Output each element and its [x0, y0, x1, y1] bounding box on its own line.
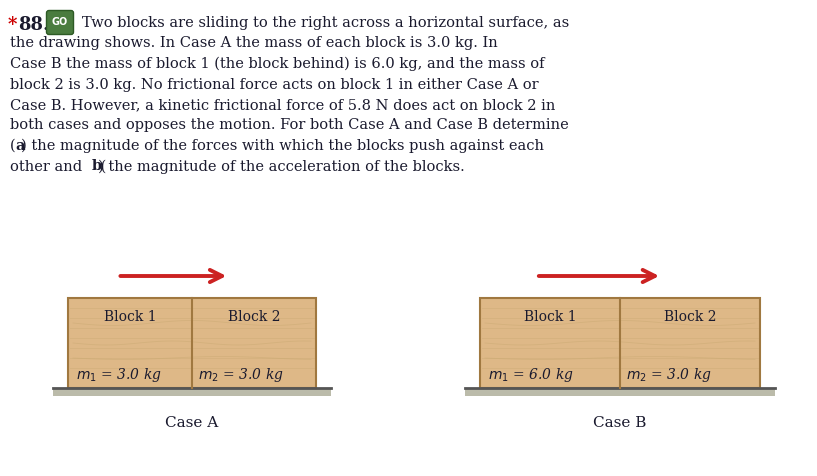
Text: Block 1: Block 1 [524, 310, 576, 324]
Text: both cases and opposes the motion. For both Case A and Case B determine: both cases and opposes the motion. For b… [10, 119, 569, 132]
Text: b: b [92, 159, 102, 173]
Text: GO: GO [51, 17, 68, 27]
FancyBboxPatch shape [465, 388, 775, 396]
Text: Case B. However, a kinetic frictional force of 5.8 N does act on block 2 in: Case B. However, a kinetic frictional fo… [10, 98, 556, 112]
FancyBboxPatch shape [53, 388, 331, 396]
Bar [68, 298, 316, 388]
Text: 88.: 88. [18, 16, 49, 34]
Text: Block 2: Block 2 [228, 310, 280, 324]
Text: Case A: Case A [165, 416, 219, 430]
Text: Case B: Case B [593, 416, 647, 430]
Text: *: * [8, 16, 17, 34]
Text: $m_1$ = 3.0 kg: $m_1$ = 3.0 kg [76, 366, 162, 384]
Text: $m_1$ = 6.0 kg: $m_1$ = 6.0 kg [488, 366, 574, 384]
Text: Block 2: Block 2 [663, 310, 717, 324]
Text: block 2 is 3.0 kg. No frictional force acts on block 1 in either Case A or: block 2 is 3.0 kg. No frictional force a… [10, 78, 538, 91]
Text: the drawing shows. In Case A the mass of each block is 3.0 kg. In: the drawing shows. In Case A the mass of… [10, 37, 498, 50]
FancyBboxPatch shape [47, 10, 74, 34]
Text: other and    (: other and ( [10, 159, 106, 173]
Text: a: a [15, 139, 25, 153]
Text: Two blocks are sliding to the right across a horizontal surface, as: Two blocks are sliding to the right acro… [82, 16, 569, 30]
Text: Case B the mass of block 1 (the block behind) is 6.0 kg, and the mass of: Case B the mass of block 1 (the block be… [10, 57, 544, 71]
Text: ) the magnitude of the acceleration of the blocks.: ) the magnitude of the acceleration of t… [98, 159, 465, 174]
Text: $m_2$ = 3.0 kg: $m_2$ = 3.0 kg [198, 366, 283, 384]
Text: ) the magnitude of the forces with which the blocks push against each: ) the magnitude of the forces with which… [21, 139, 544, 153]
Bar [480, 298, 760, 388]
Text: $m_2$ = 3.0 kg: $m_2$ = 3.0 kg [626, 366, 712, 384]
Text: Block 1: Block 1 [104, 310, 156, 324]
Text: (: ( [10, 139, 16, 153]
